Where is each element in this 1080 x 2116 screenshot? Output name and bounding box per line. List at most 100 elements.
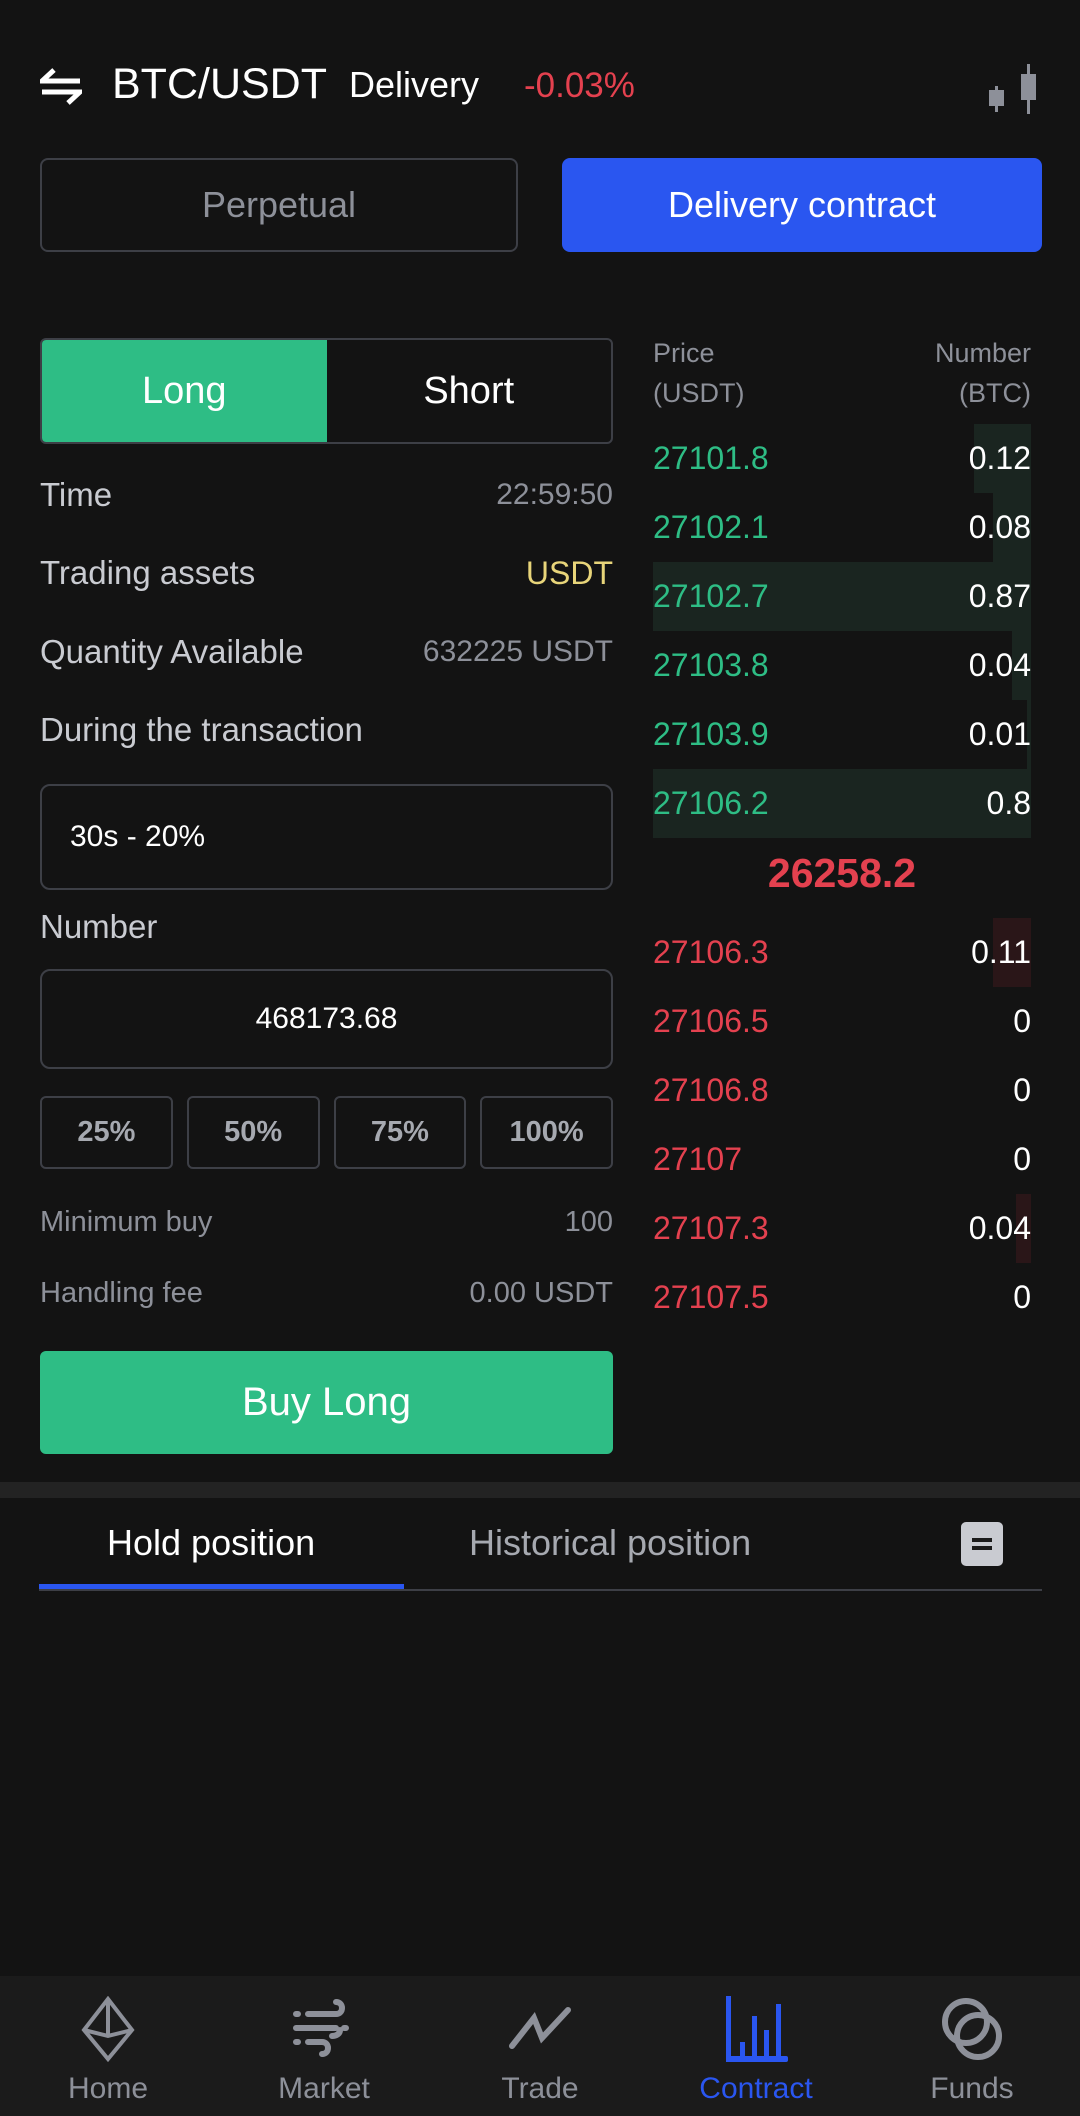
number-header-line2: (BTC) (959, 378, 1031, 408)
orderbook-number: 0.11 (971, 934, 1031, 970)
price-header-line1: Price (653, 338, 715, 368)
nav-home-label: Home (67, 2072, 149, 2105)
depth-bar (653, 562, 1031, 631)
time-label: Time (40, 476, 113, 513)
pair-title[interactable]: BTC/USDT (112, 60, 327, 108)
handling-fee-row: Handling fee 0.00 USDT (40, 1277, 613, 1310)
orderbook-price: 27103.9 (653, 716, 769, 752)
orderbook-price: 27107.5 (653, 1279, 769, 1315)
tab-hold-position[interactable]: Hold position (107, 1522, 316, 1563)
minimum-buy-label: Minimum buy (40, 1206, 213, 1238)
time-row: Time 22:59:50 (40, 476, 613, 514)
orderbook-row-red[interactable]: 27107.3 0.04 (653, 1194, 1031, 1263)
number-label: Number (40, 908, 158, 945)
orderbook-price: 27106.2 (653, 785, 769, 821)
depth-bar (993, 918, 1031, 987)
orderbook-price: 27107.3 (653, 1210, 769, 1246)
percent-100-button[interactable]: 100% (480, 1096, 613, 1169)
candlestick-icon[interactable] (985, 62, 1045, 116)
document-icon[interactable] (961, 1522, 1003, 1566)
price-header-line2: (USDT) (653, 378, 745, 408)
orderbook-row-green[interactable]: 27101.8 0.12 (653, 424, 1031, 493)
section-divider (0, 1482, 1080, 1498)
handling-fee-label: Handling fee (40, 1277, 203, 1309)
orderbook-number: 0 (1013, 1003, 1031, 1039)
nav-trade[interactable]: Trade (432, 1976, 648, 2116)
nav-funds[interactable]: Funds (864, 1976, 1080, 2116)
active-tab-indicator (39, 1584, 404, 1589)
orderbook-price: 27101.8 (653, 440, 769, 476)
number-input[interactable]: 468173.68 (40, 969, 613, 1069)
orderbook-row-red[interactable]: 27106.3 0.11 (653, 918, 1031, 987)
nav-trade-label: Trade (501, 2072, 579, 2105)
buy-long-button[interactable]: Buy Long (40, 1351, 613, 1454)
percent-50-button[interactable]: 50% (186, 1096, 320, 1169)
depth-bar (1015, 1194, 1031, 1263)
orderbook-row-green[interactable]: 27103.8 0.04 (653, 631, 1031, 700)
orderbook-price: 27107 (653, 1141, 742, 1177)
depth-bar (1012, 631, 1031, 700)
orderbook-row-red[interactable]: 27107.5 0 (653, 1263, 1031, 1332)
orderbook-number: 0.12 (968, 440, 1031, 476)
orderbook-price: 27106.8 (653, 1072, 769, 1108)
tab-delivery-contract[interactable]: Delivery contract (562, 158, 1042, 252)
quantity-label: Quantity Available (40, 633, 304, 670)
orderbook-row-red[interactable]: 27107 0 (653, 1125, 1031, 1194)
long-button[interactable]: Long (42, 340, 327, 442)
orderbook-row-green[interactable]: 27102.7 0.87 (653, 562, 1031, 631)
orderbook-number: 0.04 (968, 647, 1031, 683)
orderbook-number: 0 (1013, 1279, 1031, 1315)
bottom-nav: Home Market Trade Contract Funds (0, 1976, 1080, 2116)
orderbook-number: 0 (1013, 1072, 1031, 1108)
trading-assets-value: USDT (525, 554, 613, 591)
orderbook-price: 27106.3 (653, 934, 769, 970)
tab-historical-position[interactable]: Historical position (469, 1522, 752, 1563)
nav-funds-label: Funds (930, 2072, 1014, 2105)
swap-arrows-icon[interactable] (40, 68, 82, 106)
duration-select[interactable]: 30s - 20% (40, 784, 613, 890)
minimum-buy-value: 100 (564, 1206, 613, 1238)
nav-home[interactable]: Home (0, 1976, 216, 2116)
bar-chart-icon (726, 1996, 788, 2062)
depth-bar (974, 424, 1031, 493)
nav-market-label: Market (278, 2072, 370, 2105)
orderbook-number: 0.08 (968, 509, 1031, 545)
orderbook-row-red[interactable]: 27106.5 0 (653, 987, 1031, 1056)
tab-perpetual[interactable]: Perpetual (40, 158, 518, 252)
orderbook-price: 27106.5 (653, 1003, 769, 1039)
nav-market[interactable]: Market (216, 1976, 432, 2116)
orderbook-number: 0.8 (986, 785, 1031, 821)
percent-25-button[interactable]: 25% (40, 1096, 173, 1169)
rings-icon (942, 1998, 1002, 2060)
percent-75-button[interactable]: 75% (333, 1096, 467, 1169)
orderbook-price: 27102.7 (653, 578, 769, 614)
short-button[interactable]: Short (423, 369, 515, 412)
quantity-value: 632225 USDT (422, 635, 613, 668)
nav-contract-label: Contract (699, 2072, 813, 2105)
diamond-icon (81, 1996, 135, 2062)
time-value: 22:59:50 (496, 478, 613, 511)
trading-assets-row: Trading assets USDT (40, 554, 613, 592)
number-header-line1: Number (934, 338, 1031, 368)
wind-icon (293, 1999, 349, 2057)
orderbook-row-green[interactable]: 27103.9 0.01 (653, 700, 1031, 769)
tabs-baseline (39, 1589, 1042, 1591)
number-row: Number (40, 908, 613, 946)
orderbook-row-green[interactable]: 27102.1 0.08 (653, 493, 1031, 562)
depth-bar (1027, 700, 1031, 769)
orderbook-number: 0.87 (968, 578, 1031, 614)
long-short-toggle: Long Short (40, 338, 613, 444)
depth-bar (653, 769, 1031, 838)
orderbook-row-red[interactable]: 27106.8 0 (653, 1056, 1031, 1125)
trading-assets-label: Trading assets (40, 554, 256, 591)
contract-type-label: Delivery (349, 64, 480, 105)
orderbook-row-green[interactable]: 27106.2 0.8 (653, 769, 1031, 838)
during-label: During the transaction (40, 711, 363, 748)
depth-bar (993, 493, 1031, 562)
orderbook-price: 27102.1 (653, 509, 769, 545)
number-header: Number (BTC) (935, 333, 1031, 413)
minimum-buy-row: Minimum buy 100 (40, 1206, 613, 1239)
during-row: During the transaction (40, 711, 613, 749)
nav-contract[interactable]: Contract (648, 1976, 864, 2116)
handling-fee-value: 0.00 USDT (469, 1277, 613, 1309)
